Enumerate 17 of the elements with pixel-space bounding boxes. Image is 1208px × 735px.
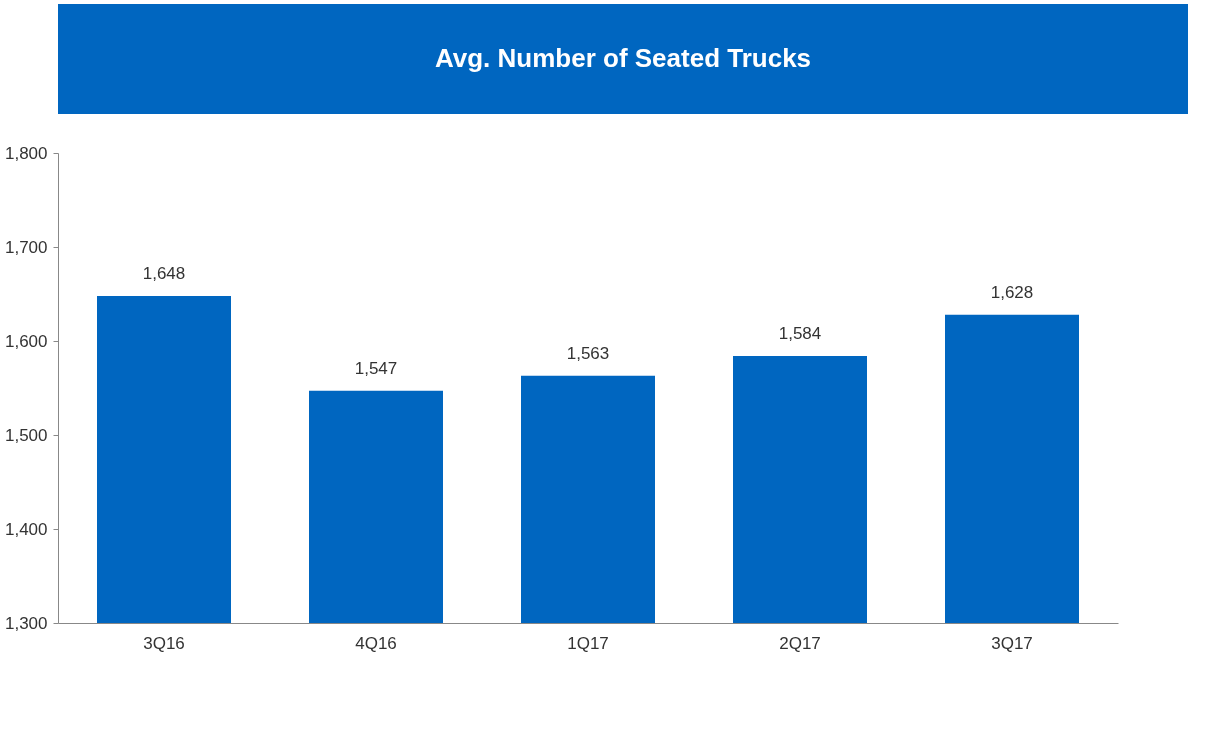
x-tick-label: 4Q16 [355, 633, 397, 653]
y-tick-label: 1,600 [4, 331, 48, 351]
data-label: 1,563 [566, 343, 610, 363]
data-label: 1,584 [778, 324, 822, 344]
chart-title: Avg. Number of Seated Trucks [434, 43, 812, 73]
y-tick-label: 1,500 [4, 425, 48, 445]
data-label: 1,648 [142, 263, 186, 283]
x-tick-label: 1Q17 [567, 633, 609, 653]
y-tick-label: 1,800 [4, 143, 48, 163]
y-tick-label: 1,400 [4, 519, 48, 539]
y-tick-label: 1,300 [4, 613, 48, 633]
data-label: 1,628 [990, 282, 1034, 302]
data-label: 1,547 [354, 358, 398, 378]
x-tick-label: 2Q17 [779, 633, 821, 653]
y-tick-label: 1,700 [4, 237, 48, 257]
x-tick-label: 3Q16 [143, 633, 185, 653]
x-tick-label: 3Q17 [991, 633, 1033, 653]
